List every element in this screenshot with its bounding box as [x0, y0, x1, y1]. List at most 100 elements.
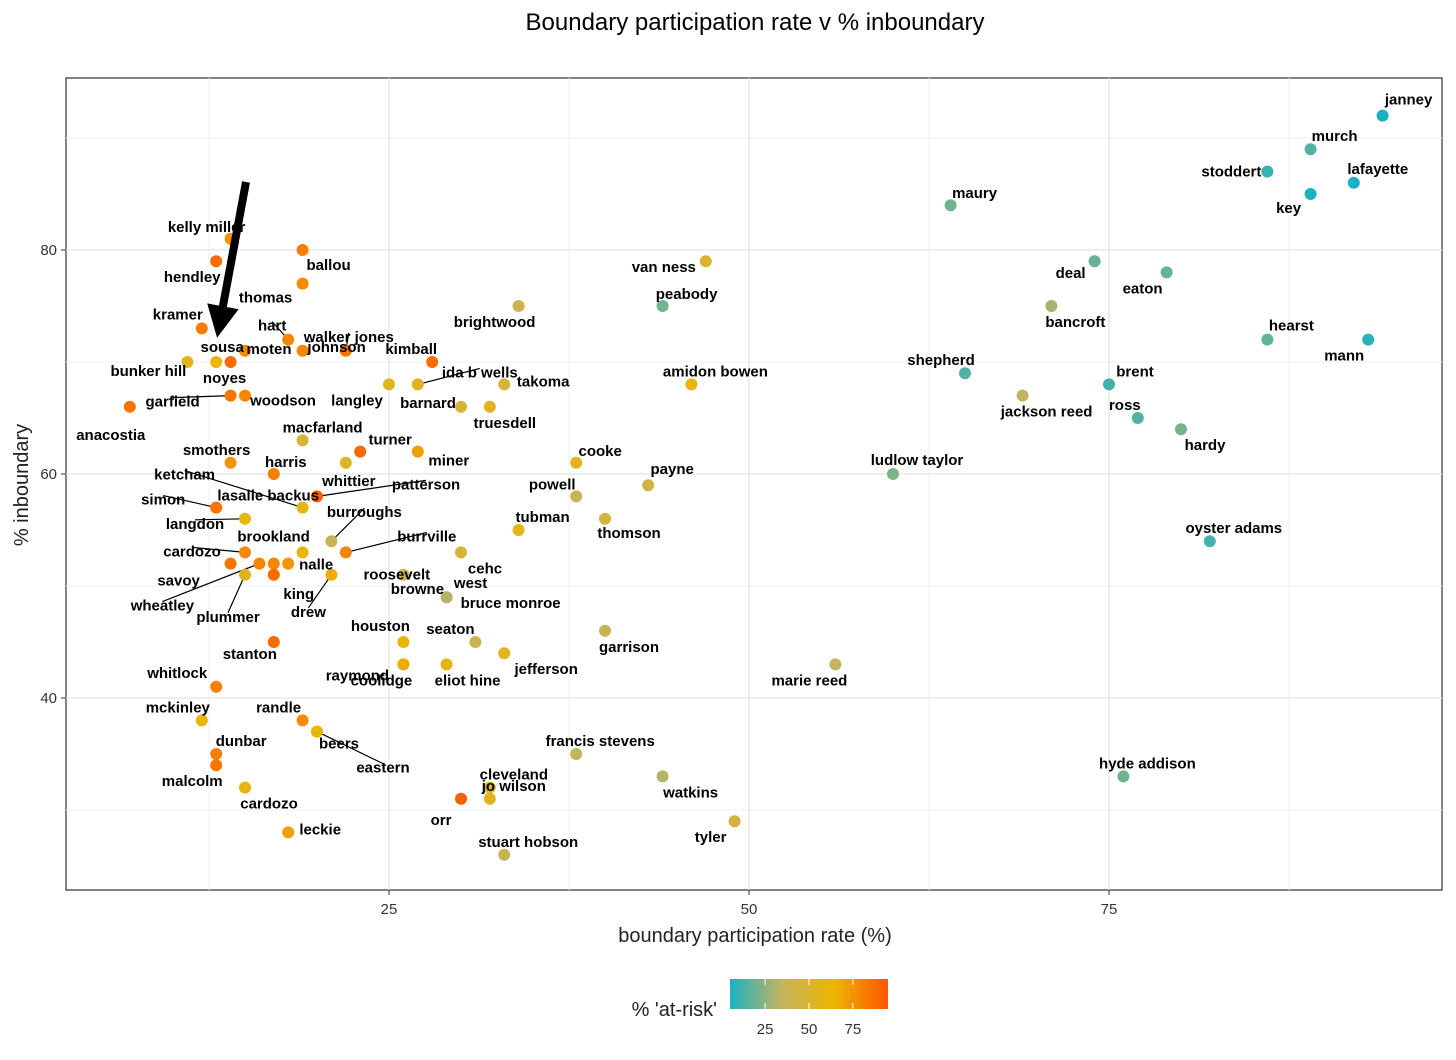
data-point	[685, 378, 698, 391]
data-label: ida b wells	[442, 364, 518, 381]
data-label: deal	[1056, 265, 1086, 282]
data-point	[210, 501, 223, 514]
data-label: cleveland	[480, 767, 548, 784]
data-label: peabody	[656, 286, 718, 303]
data-point	[483, 792, 496, 805]
data-point	[181, 356, 194, 368]
data-point	[210, 356, 223, 368]
data-label: jefferson	[514, 661, 578, 678]
data-label: hearst	[1269, 318, 1314, 335]
data-point	[239, 568, 251, 581]
data-label: hyde addison	[1099, 755, 1196, 772]
chart-title: Boundary participation rate v % inbounda…	[526, 9, 985, 36]
data-label: savoy	[157, 573, 200, 590]
data-point	[239, 781, 251, 794]
leader-line	[227, 574, 246, 614]
data-label: watkins	[662, 784, 718, 801]
legend-tick-label: 50	[801, 1021, 818, 1038]
data-labels: janney murch lafayette stoddert key maury deal…	[76, 92, 1433, 851]
data-point	[959, 367, 971, 380]
data-label: key	[1276, 200, 1302, 217]
data-label: tyler	[695, 829, 727, 846]
data-point	[599, 512, 611, 525]
data-label: walker jones	[303, 329, 394, 346]
data-point	[483, 400, 496, 413]
data-label: malcolm	[162, 773, 223, 790]
x-tick-label: 50	[741, 901, 758, 918]
data-label: simon	[141, 492, 185, 509]
data-point	[325, 535, 338, 548]
data-label: macfarland	[283, 419, 363, 436]
data-point	[296, 244, 309, 256]
data-point	[239, 512, 251, 525]
data-point	[339, 344, 352, 357]
data-label: johnson	[306, 339, 365, 356]
data-point	[224, 456, 237, 469]
data-label: plummer	[196, 609, 260, 626]
data-label: payne	[651, 461, 694, 478]
data-point	[1362, 333, 1375, 346]
data-point	[296, 501, 309, 514]
data-label: truesdell	[474, 415, 537, 432]
data-point	[599, 624, 611, 637]
data-point	[397, 568, 410, 581]
data-label: brent	[1116, 363, 1154, 380]
y-axis-title: % inboundary	[11, 424, 33, 546]
data-point	[498, 848, 511, 861]
data-point	[282, 557, 295, 570]
data-label: powell	[529, 476, 576, 493]
leader-line	[330, 507, 365, 542]
data-label: burroughs	[327, 504, 402, 521]
data-label: garfield	[146, 394, 200, 411]
leader-line	[172, 395, 231, 399]
data-point	[1304, 188, 1317, 200]
data-label: jo wilson	[481, 778, 546, 795]
y-tick-label: 60	[40, 466, 57, 483]
data-label: drew	[291, 604, 326, 621]
leader-line	[316, 731, 384, 765]
data-label: marie reed	[771, 672, 847, 689]
data-point	[1088, 255, 1101, 268]
data-label: hardy	[1185, 437, 1227, 454]
leader-line	[307, 574, 332, 609]
data-label: burrville	[397, 528, 456, 545]
data-point	[426, 356, 439, 368]
data-label: bruce monroe	[461, 595, 561, 612]
data-point	[339, 456, 352, 469]
data-point	[296, 277, 309, 290]
data-label: cardozo	[163, 543, 221, 560]
data-label: ketcham	[154, 467, 215, 484]
leader-line	[191, 546, 246, 553]
data-point	[224, 356, 237, 368]
data-point	[1045, 300, 1058, 312]
data-point	[1160, 266, 1173, 279]
data-label: kimball	[385, 341, 437, 358]
data-label: browne	[391, 581, 444, 598]
data-label: stuart hobson	[478, 834, 578, 851]
data-label: mann	[1324, 348, 1364, 365]
label-leader-lines	[162, 321, 480, 765]
data-label: smothers	[183, 442, 251, 459]
data-label: seaton	[426, 621, 474, 638]
data-label: sousa	[201, 339, 245, 356]
data-point	[455, 546, 467, 559]
data-point	[512, 300, 525, 312]
data-label: shepherd	[907, 352, 975, 369]
data-point	[498, 647, 511, 660]
data-point	[239, 344, 251, 357]
data-label: whitlock	[146, 665, 208, 682]
data-point	[1131, 412, 1144, 424]
data-point	[469, 636, 482, 648]
data-point	[210, 255, 223, 268]
data-point	[570, 456, 583, 469]
data-label: king	[283, 586, 314, 603]
data-label: harris	[265, 454, 307, 471]
legend-tick-label: 25	[757, 1021, 774, 1038]
data-point	[1376, 109, 1389, 122]
data-point	[311, 725, 323, 738]
data-point	[1304, 143, 1317, 156]
data-point	[354, 445, 367, 458]
leader-line	[316, 479, 427, 497]
data-point	[325, 568, 338, 581]
